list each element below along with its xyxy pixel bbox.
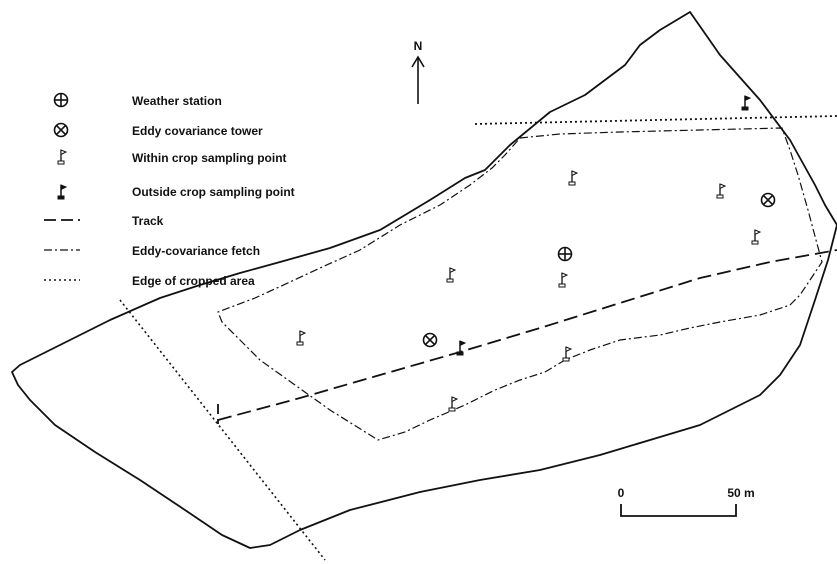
field-boundary xyxy=(11,11,837,549)
within-crop-flag-icon xyxy=(562,346,572,362)
legend-eddy-tower-icon xyxy=(53,122,69,138)
within-crop-flag-icon xyxy=(558,272,568,288)
within-crop-flag-icon xyxy=(751,229,761,245)
north-arrow: N xyxy=(411,39,425,104)
scale-start-label: 0 xyxy=(618,486,625,500)
legend-label: Weather station xyxy=(132,94,222,108)
within-crop-flag-icon xyxy=(448,396,458,412)
legend-weather-station-icon xyxy=(53,92,69,108)
legend-label: Track xyxy=(132,214,164,228)
legend-label: Within crop sampling point xyxy=(132,151,287,165)
legend: Weather station Eddy covariance tower Wi… xyxy=(44,92,295,288)
eddy-tower-icon xyxy=(422,332,438,348)
within-crop-flag-icon xyxy=(296,330,306,346)
within-crop-flag-icon xyxy=(446,267,456,283)
north-label: N xyxy=(414,39,423,53)
scale-bar: 0 50 m xyxy=(618,486,755,517)
eddy-tower-icon xyxy=(760,192,776,208)
within-crop-flag-icon xyxy=(716,183,726,199)
scale-end-label: 50 m xyxy=(727,486,754,500)
fetch-outline xyxy=(217,127,823,441)
legend-label: Eddy-covariance fetch xyxy=(132,244,260,258)
crop-edge-line-left xyxy=(119,299,326,561)
outside-crop-flag-icon xyxy=(456,340,466,356)
legend-label: Edge of cropped area xyxy=(132,274,255,288)
within-crop-flag-icon xyxy=(568,170,578,186)
legend-label: Eddy covariance tower xyxy=(132,124,263,138)
legend-label: Outside crop sampling point xyxy=(132,185,295,199)
legend-within-crop-flag-icon xyxy=(57,149,67,165)
legend-outside-crop-flag-icon xyxy=(57,184,67,200)
weather-station-icon xyxy=(557,246,573,262)
track-main xyxy=(217,249,837,421)
outside-crop-flag-icon xyxy=(741,95,751,111)
crop-edge-line-top xyxy=(474,115,837,125)
